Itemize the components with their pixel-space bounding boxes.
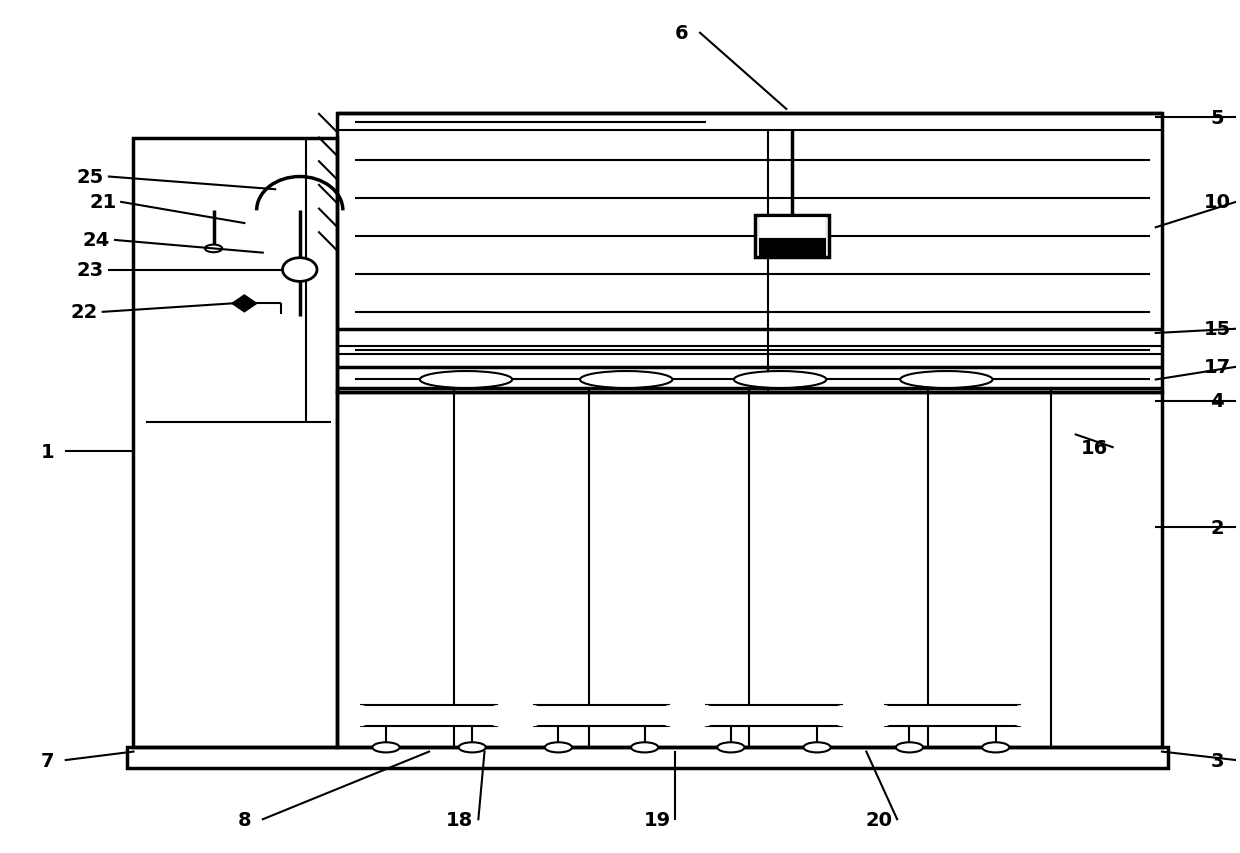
Ellipse shape <box>660 705 678 727</box>
Ellipse shape <box>420 372 512 388</box>
Ellipse shape <box>697 705 715 727</box>
Text: 2: 2 <box>1210 519 1224 537</box>
Text: 3: 3 <box>1210 751 1224 769</box>
Ellipse shape <box>804 742 831 752</box>
Bar <box>533 705 670 727</box>
Ellipse shape <box>580 372 672 388</box>
Text: 17: 17 <box>1204 358 1231 377</box>
Text: 10: 10 <box>1204 193 1231 212</box>
Ellipse shape <box>832 705 851 727</box>
Text: 1: 1 <box>41 443 55 461</box>
Ellipse shape <box>352 705 371 727</box>
Ellipse shape <box>283 258 317 282</box>
Bar <box>337 114 1162 392</box>
Ellipse shape <box>205 246 222 253</box>
Ellipse shape <box>544 742 572 752</box>
Text: 24: 24 <box>83 231 110 250</box>
Bar <box>755 215 830 258</box>
Ellipse shape <box>895 742 923 752</box>
Text: 21: 21 <box>89 193 117 212</box>
Text: 20: 20 <box>866 809 892 829</box>
Text: 18: 18 <box>446 809 474 829</box>
Bar <box>361 705 497 727</box>
Text: 22: 22 <box>71 303 98 322</box>
Text: 4: 4 <box>1210 392 1224 410</box>
Ellipse shape <box>459 742 486 752</box>
Text: 6: 6 <box>675 24 688 44</box>
Bar <box>128 747 1168 769</box>
Ellipse shape <box>372 742 399 752</box>
Bar <box>134 139 337 747</box>
Bar <box>759 218 826 239</box>
Text: 5: 5 <box>1210 108 1224 128</box>
Ellipse shape <box>734 372 826 388</box>
Bar <box>885 705 1021 727</box>
Bar <box>337 392 1162 747</box>
Ellipse shape <box>717 742 744 752</box>
Text: 15: 15 <box>1204 320 1231 339</box>
Ellipse shape <box>1011 705 1029 727</box>
Text: 16: 16 <box>1080 438 1107 457</box>
Polygon shape <box>232 296 257 312</box>
Ellipse shape <box>875 705 894 727</box>
Text: 25: 25 <box>77 168 104 187</box>
Ellipse shape <box>525 705 543 727</box>
Ellipse shape <box>487 705 506 727</box>
Text: 8: 8 <box>238 809 252 829</box>
Ellipse shape <box>900 372 992 388</box>
Text: 7: 7 <box>41 751 55 769</box>
Bar <box>759 239 826 258</box>
Bar <box>707 705 842 727</box>
Text: 23: 23 <box>77 261 104 280</box>
Ellipse shape <box>631 742 658 752</box>
Ellipse shape <box>982 742 1009 752</box>
Text: 19: 19 <box>644 809 671 829</box>
